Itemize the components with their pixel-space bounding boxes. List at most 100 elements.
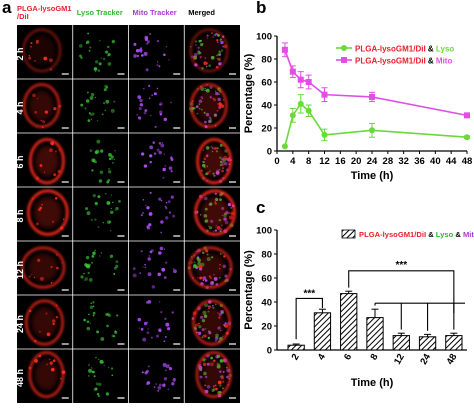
puncta — [161, 267, 166, 272]
puncta — [162, 362, 167, 367]
puncta — [94, 70, 97, 73]
puncta — [50, 141, 55, 146]
puncta — [167, 327, 171, 331]
puncta — [115, 260, 119, 264]
puncta — [196, 112, 199, 115]
puncta — [54, 196, 58, 200]
puncta — [205, 154, 209, 158]
data-point — [464, 134, 470, 141]
puncta — [193, 56, 197, 60]
puncta — [220, 228, 223, 231]
cytoplasm-glow — [201, 197, 229, 228]
puncta — [108, 157, 112, 161]
puncta — [59, 377, 62, 380]
cytoplasm-glow — [196, 90, 222, 121]
puncta — [199, 276, 203, 280]
puncta — [141, 152, 145, 156]
y-axis-label: Percentage (%) — [243, 53, 255, 133]
puncta — [164, 165, 167, 167]
puncta — [156, 87, 159, 90]
puncta — [39, 276, 44, 281]
puncta — [156, 334, 159, 338]
puncta — [110, 155, 114, 159]
puncta — [164, 216, 169, 220]
puncta — [107, 313, 111, 317]
puncta — [94, 96, 97, 99]
puncta — [28, 56, 32, 60]
puncta — [95, 161, 97, 163]
puncta — [92, 305, 95, 308]
puncta — [148, 223, 152, 227]
puncta — [208, 123, 210, 126]
puncta — [211, 304, 214, 307]
puncta — [164, 168, 166, 170]
puncta — [140, 214, 143, 217]
puncta — [168, 364, 170, 366]
puncta — [147, 272, 152, 277]
puncta — [147, 365, 150, 368]
puncta — [207, 305, 210, 308]
puncta — [41, 126, 44, 129]
puncta — [114, 330, 117, 333]
bar — [340, 293, 358, 351]
x-tick-label: 32 — [398, 156, 409, 167]
puncta — [209, 354, 211, 356]
puncta — [172, 378, 176, 382]
membrane-outline — [28, 351, 65, 398]
puncta — [163, 340, 166, 343]
puncta — [148, 84, 151, 87]
x-tick-label: 20 — [351, 156, 362, 167]
puncta — [100, 252, 103, 254]
puncta — [160, 143, 165, 148]
puncta — [114, 209, 117, 211]
micro-cell-green — [83, 301, 125, 345]
puncta — [112, 335, 116, 338]
puncta — [193, 261, 196, 264]
puncta — [156, 61, 159, 63]
micro-cell-red — [28, 351, 69, 399]
puncta — [162, 176, 165, 179]
puncta — [139, 272, 142, 274]
puncta — [29, 309, 32, 313]
puncta — [91, 254, 95, 258]
membrane-outline — [20, 246, 66, 289]
puncta — [94, 387, 98, 391]
puncta — [215, 32, 218, 36]
puncta — [39, 209, 41, 212]
puncta — [51, 220, 55, 223]
puncta — [30, 45, 32, 48]
puncta — [224, 149, 228, 153]
puncta — [95, 149, 100, 154]
puncta — [61, 370, 66, 375]
puncta — [91, 169, 94, 172]
puncta — [144, 109, 148, 112]
puncta — [217, 390, 221, 395]
puncta — [84, 279, 86, 281]
puncta — [206, 37, 208, 39]
puncta — [199, 368, 202, 372]
puncta — [147, 299, 152, 304]
puncta — [214, 192, 217, 195]
puncta — [108, 152, 112, 157]
puncta — [115, 206, 119, 211]
puncta — [226, 375, 229, 379]
puncta — [221, 214, 224, 217]
puncta — [214, 336, 219, 340]
puncta — [225, 331, 229, 335]
puncta — [90, 118, 93, 121]
puncta — [138, 48, 143, 53]
x-tick-label: 36 — [414, 156, 425, 167]
puncta — [219, 38, 223, 41]
puncta — [140, 250, 143, 253]
puncta — [84, 107, 87, 110]
puncta — [91, 367, 93, 369]
puncta — [106, 324, 109, 328]
puncta — [89, 46, 92, 49]
puncta — [228, 215, 233, 220]
puncta — [97, 69, 101, 72]
puncta — [106, 180, 110, 184]
puncta — [50, 266, 53, 268]
puncta — [49, 68, 53, 71]
row-label: 2 h — [17, 47, 25, 60]
puncta — [217, 312, 219, 314]
